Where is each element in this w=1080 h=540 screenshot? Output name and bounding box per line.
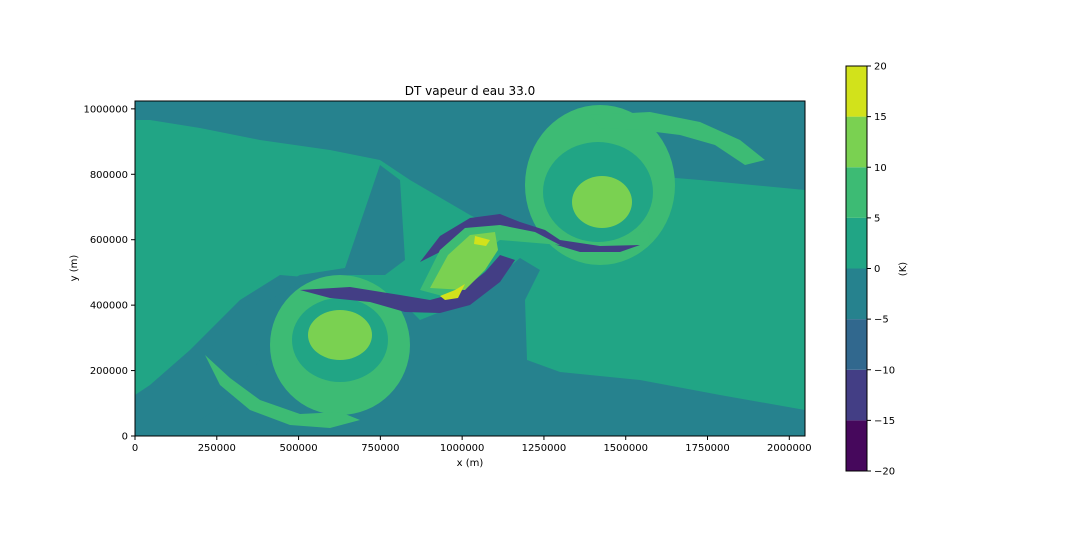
filament-peak-2	[474, 236, 490, 246]
y-axis-label: y (m)	[69, 255, 80, 282]
colorbar-tick-label: 15	[874, 112, 887, 123]
contour-field	[135, 101, 805, 436]
colorbar-band	[846, 217, 867, 269]
filament-neg	[300, 255, 515, 313]
filament-pos-strong	[430, 232, 498, 290]
y-tick-label: 600000	[90, 235, 128, 246]
colorbar-tick-label: 5	[874, 213, 880, 224]
colorbar-band	[846, 66, 867, 117]
vortex-ur-core	[572, 176, 632, 228]
y-tick-label: 800000	[90, 170, 128, 181]
y-axis-ticks: 0 200000 400000 600000 800000 1000000	[83, 104, 135, 443]
y-tick-label: 0	[122, 432, 128, 443]
x-tick-label: 1750000	[685, 443, 730, 454]
vortex-ur-arm	[590, 112, 765, 165]
x-tick-label: 1000000	[440, 443, 485, 454]
colorbar-band	[846, 116, 867, 168]
plot-area-frame	[134, 100, 806, 437]
y-tick-label: 1000000	[83, 104, 128, 115]
colorbar-band	[846, 420, 867, 471]
x-tick-label: 500000	[279, 443, 317, 454]
band-neg5-0-left-wedge	[135, 165, 405, 436]
y-tick-label: 400000	[90, 301, 128, 312]
x-axis-ticks: 0 250000 500000 750000 1000000 1250000 1500000…	[132, 436, 812, 454]
colorbar-tick-label: 10	[874, 163, 887, 174]
colorbar-band	[846, 319, 867, 370]
filament-neg-upper	[420, 214, 640, 262]
y-tick-label: 200000	[90, 366, 128, 377]
colorbar-band	[846, 167, 867, 218]
colorbar-ticks: −20 −15 −10 −5 0 5 10 15 20	[867, 62, 895, 478]
colorbar-tick-label: 20	[874, 62, 887, 73]
x-axis-label: x (m)	[457, 458, 484, 469]
colorbar-tick-label: −15	[874, 416, 895, 427]
x-tick-label: 750000	[361, 443, 399, 454]
x-tick-label: 1250000	[522, 443, 567, 454]
chart-title: DT vapeur d eau 33.0	[405, 84, 536, 98]
colorbar	[846, 66, 867, 471]
x-tick-label: 250000	[198, 443, 236, 454]
colorbar-tick-label: 0	[874, 264, 880, 275]
filament-peak	[440, 284, 465, 300]
colorbar-tick-label: −10	[874, 365, 895, 376]
colorbar-band	[846, 268, 867, 320]
colorbar-tick-label: −5	[874, 315, 889, 326]
colorbar-band	[846, 369, 867, 421]
vortex-ll-arm	[205, 355, 360, 428]
x-tick-label: 1500000	[603, 443, 648, 454]
x-tick-label: 0	[132, 443, 138, 454]
vortex-ll-core	[308, 310, 372, 360]
x-tick-label: 2000000	[767, 443, 812, 454]
colorbar-tick-label: −20	[874, 467, 895, 478]
colorbar-label: (K)	[898, 262, 909, 276]
